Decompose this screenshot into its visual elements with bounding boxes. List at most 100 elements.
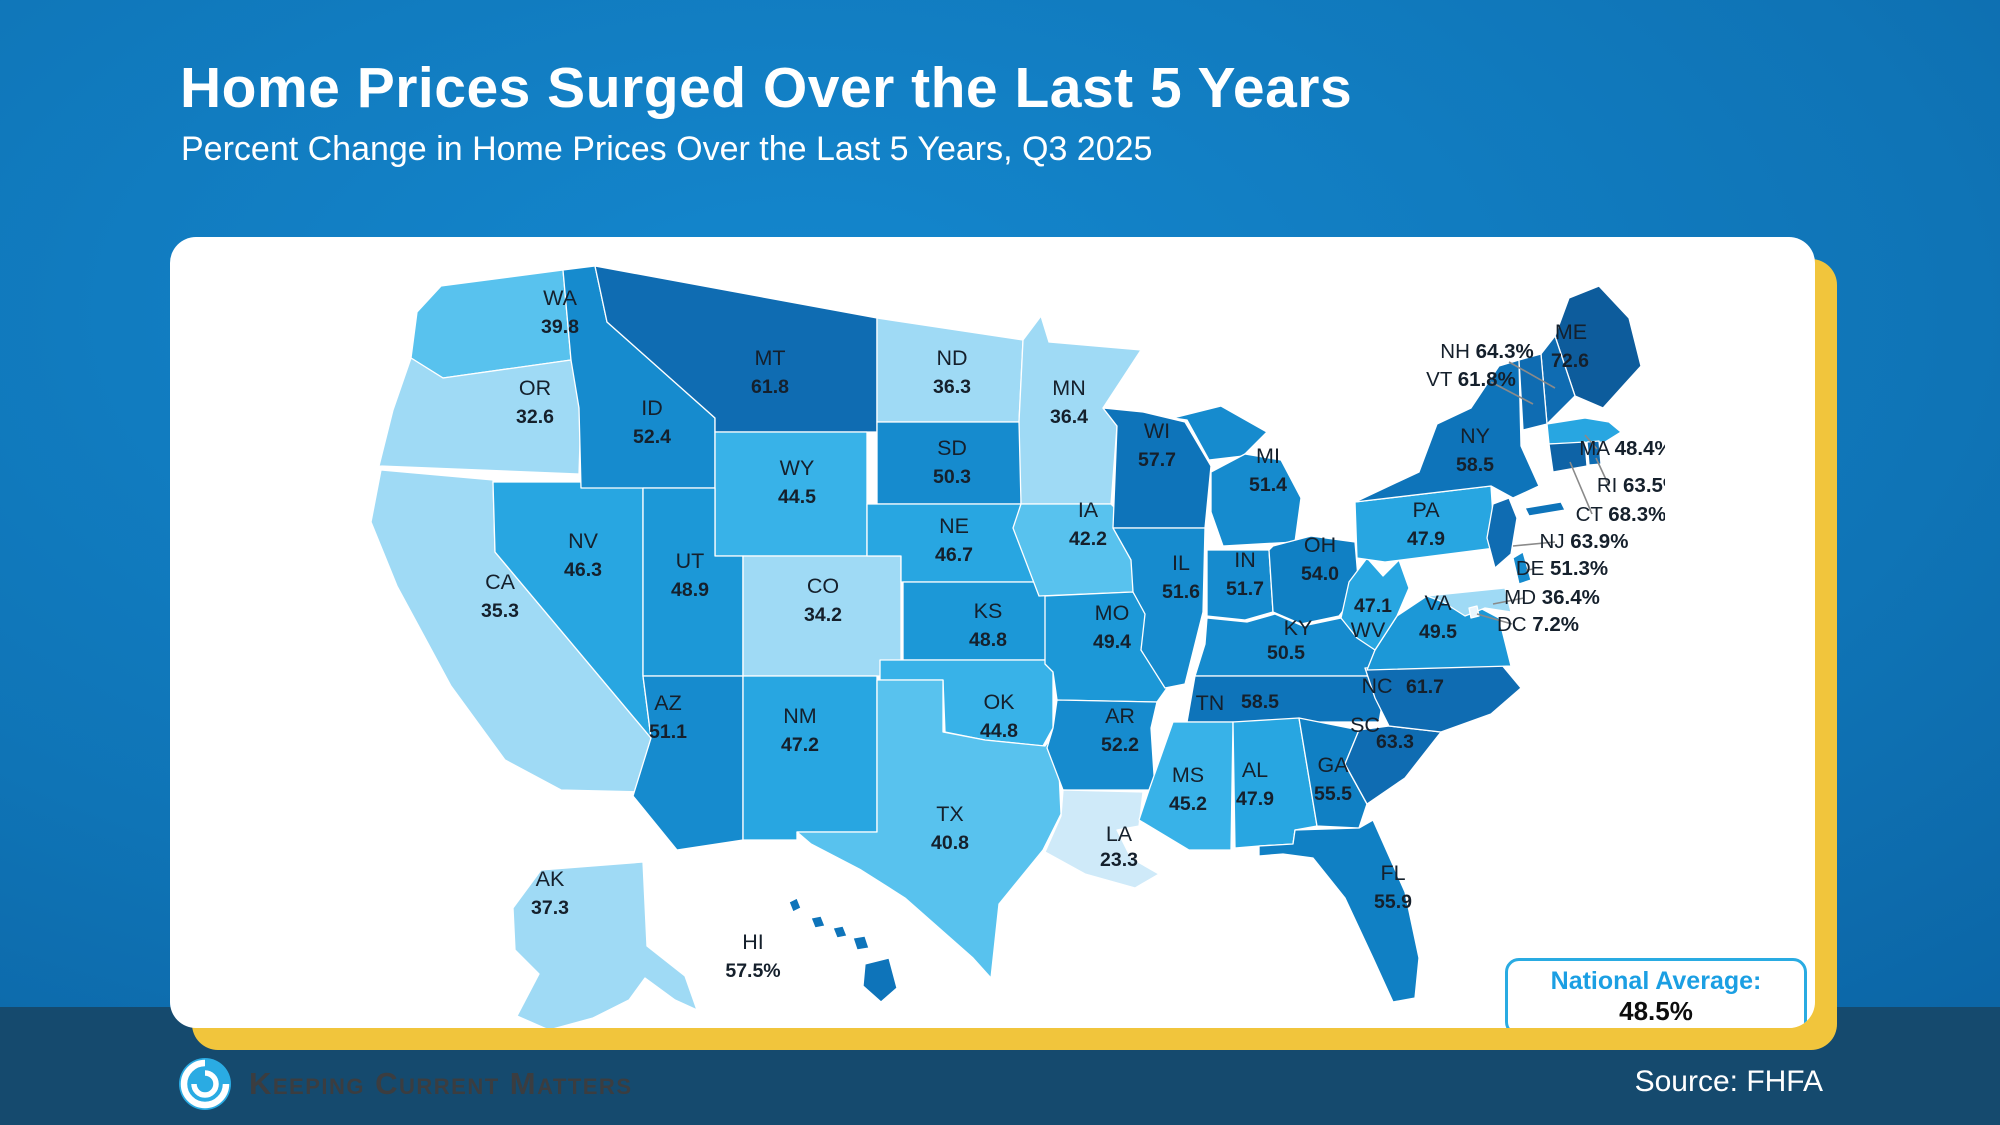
state-callout-label-nh: NH 64.3% <box>1440 340 1533 363</box>
state-code-mo: MO <box>1095 601 1130 625</box>
state-value-tx: 40.8 <box>931 832 969 854</box>
state-code-id: ID <box>641 396 663 420</box>
state-value-mo: 49.4 <box>1093 631 1131 653</box>
state-value-ak: 37.3 <box>531 897 569 919</box>
state-code-wa: WA <box>543 286 577 310</box>
state-value-pa: 47.9 <box>1407 528 1445 550</box>
state-value-ny: 58.5 <box>1456 454 1494 476</box>
state-callout-label-ct: CT 68.3% <box>1576 503 1665 526</box>
state-sd <box>876 421 1024 505</box>
state-az <box>632 675 744 851</box>
kcm-swirl-icon <box>179 1058 231 1110</box>
state-code-mi: MI <box>1256 444 1280 468</box>
state-callout-label-dc: DC 7.2% <box>1497 613 1579 636</box>
state-value-ky: 50.5 <box>1267 642 1305 664</box>
state-code-tx: TX <box>936 802 963 826</box>
state-code-mn: MN <box>1052 376 1085 400</box>
state-code-ga: GA <box>1317 753 1349 777</box>
leader-line-ct <box>1569 461 1593 515</box>
state-code-oh: OH <box>1304 533 1336 557</box>
state-value-nd: 36.3 <box>933 376 971 398</box>
national-average-value: 48.5% <box>1619 996 1693 1027</box>
state-code-in: IN <box>1234 548 1256 572</box>
state-value-mn: 36.4 <box>1050 406 1088 428</box>
state-code-co: CO <box>807 574 839 598</box>
state-code-sc: SC <box>1350 713 1380 737</box>
state-code-wv: WV <box>1351 618 1386 642</box>
state-callout-label-ma: MA 48.4% <box>1579 437 1665 460</box>
state-ny <box>1524 501 1566 517</box>
state-code-wi: WI <box>1144 419 1170 443</box>
state-wv <box>1340 557 1410 651</box>
state-ri <box>1586 440 1602 466</box>
state-hi <box>788 897 802 913</box>
page-subtitle: Percent Change in Home Prices Over the L… <box>181 130 1153 168</box>
state-il <box>1112 527 1206 689</box>
state-code-az: AZ <box>654 691 681 715</box>
state-value-me: 72.6 <box>1551 350 1589 372</box>
state-ak <box>512 861 698 1028</box>
us-choropleth-map: WA 39.8 OR 32.6 CA 35.3 NV 46.3 ID 52.4 MT 61.8 WY 44… <box>370 265 1665 1028</box>
state-code-ks: KS <box>974 599 1003 623</box>
state-value-wi: 57.7 <box>1138 449 1176 471</box>
state-value-ne: 46.7 <box>935 544 973 566</box>
state-code-ak: AK <box>536 867 565 891</box>
state-value-sd: 50.3 <box>933 466 971 488</box>
state-value-nv: 46.3 <box>564 559 602 581</box>
brand-name: Keeping Current Matters <box>249 1066 633 1101</box>
state-value-id: 52.4 <box>633 426 671 448</box>
state-code-ar: AR <box>1105 704 1135 728</box>
state-in <box>1206 549 1274 621</box>
state-hi <box>852 935 870 951</box>
state-value-mt: 61.8 <box>751 376 789 398</box>
national-average-box: National Average: 48.5% <box>1505 958 1807 1028</box>
state-hi <box>832 925 848 939</box>
state-value-al: 47.9 <box>1236 788 1274 810</box>
state-la <box>1044 789 1160 889</box>
page-title: Home Prices Surged Over the Last 5 Years <box>180 56 1353 120</box>
leader-line-ma <box>1584 434 1598 450</box>
state-code-pa: PA <box>1412 498 1440 522</box>
state-ar <box>1046 699 1158 791</box>
state-code-va: VA <box>1424 591 1452 615</box>
state-code-me: ME <box>1555 320 1587 344</box>
state-code-ok: OK <box>983 690 1015 714</box>
leader-line-de <box>1525 568 1535 571</box>
state-wi <box>1102 407 1212 529</box>
state-code-nd: ND <box>936 346 967 370</box>
leader-line-md <box>1492 597 1525 605</box>
state-ct <box>1548 441 1588 473</box>
state-value-ca: 35.3 <box>481 600 519 622</box>
state-value-nm: 47.2 <box>781 734 819 756</box>
state-code-tn: TN <box>1196 691 1225 715</box>
map-card: WA 39.8 OR 32.6 CA 35.3 NV 46.3 ID 52.4 MT 61.8 WY 44… <box>170 237 1815 1028</box>
state-code-ny: NY <box>1460 424 1490 448</box>
state-value-va: 49.5 <box>1419 621 1457 643</box>
state-nj <box>1486 497 1518 569</box>
state-value-ks: 48.8 <box>969 629 1007 651</box>
leader-line-nj <box>1512 541 1556 547</box>
state-callout-label-nj: NJ 63.9% <box>1540 530 1629 553</box>
state-dc <box>1468 605 1480 619</box>
state-value-ok: 44.8 <box>980 720 1018 742</box>
state-nd <box>876 317 1024 423</box>
state-value-ut: 48.9 <box>671 579 709 601</box>
state-value-az: 51.1 <box>649 721 687 743</box>
state-value-la: 23.3 <box>1100 849 1138 871</box>
leader-line-dc <box>1476 613 1513 625</box>
state-code-hi: HI <box>742 930 764 954</box>
state-value-wa: 39.8 <box>541 316 579 338</box>
state-value-in: 51.7 <box>1226 578 1264 600</box>
source-credit: Source: FHFA <box>1634 1065 1823 1098</box>
state-code-ia: IA <box>1078 498 1099 522</box>
national-average-label: National Average: <box>1550 967 1762 996</box>
state-value-wy: 44.5 <box>778 486 816 508</box>
state-code-nv: NV <box>568 529 599 553</box>
state-callout-label-ri: RI 63.5% <box>1597 474 1665 497</box>
state-code-mt: MT <box>754 346 785 370</box>
leader-line-nh <box>1508 361 1556 389</box>
state-code-il: IL <box>1172 551 1190 575</box>
state-value-fl: 55.9 <box>1374 891 1412 913</box>
state-ny <box>1354 359 1540 503</box>
